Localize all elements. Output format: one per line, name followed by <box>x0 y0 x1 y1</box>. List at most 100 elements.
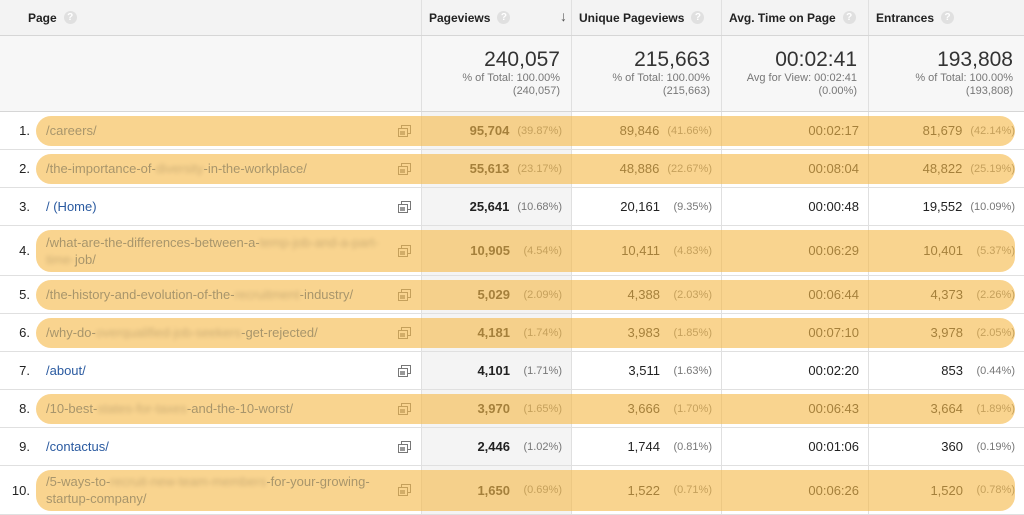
unique-pageviews-cell: 3,511 (1.63%) <box>572 352 722 389</box>
page-link[interactable]: /careers/ <box>46 122 386 139</box>
page-link[interactable]: /the-history-and-evolution-of-the-recrui… <box>46 286 386 303</box>
col-header-page[interactable]: Page ? <box>0 0 422 35</box>
entrances-value: 3,664 <box>930 401 963 416</box>
unique-pageviews-value: 1,522 <box>627 482 660 498</box>
page-link[interactable]: /5-ways-to-recruit-new-team-members-for-… <box>46 473 386 507</box>
page-path-redacted: recruit-new-team-members <box>110 474 267 489</box>
col-header-pageviews-label: Pageviews <box>429 10 491 25</box>
totals-value: 240,057 <box>484 48 560 71</box>
entrances-value: 3,978 <box>930 325 963 340</box>
entrances-value: 10,401 <box>923 243 963 258</box>
unique-pageviews-percent: (1.85%) <box>673 326 712 339</box>
table-row: 5. /the-history-and-evolution-of-the-rec… <box>0 276 1024 314</box>
col-header-entrances[interactable]: Entrances ? <box>869 0 1024 35</box>
page-link[interactable]: /about/ <box>46 362 386 379</box>
unique-pageviews-value: 4,388 <box>627 287 660 302</box>
page-cell: 2. /the-importance-of-diversity-in-the-w… <box>0 150 422 187</box>
entrances-percent: (42.14%) <box>970 124 1015 137</box>
table-row: 8. /10-best-states-for-taxes-and-the-10-… <box>0 390 1024 428</box>
page-link[interactable]: /what-are-the-differences-between-a-temp… <box>46 234 386 268</box>
unique-pageviews-percent: (1.70%) <box>673 402 712 415</box>
avg-time-cell: 00:02:17 <box>722 112 869 149</box>
open-in-new-window-icon[interactable] <box>398 402 411 415</box>
entrances-cell: 10,401 (5.37%) <box>869 226 1024 275</box>
page-cell: 5. /the-history-and-evolution-of-the-rec… <box>0 276 422 313</box>
table-row: 10. /5-ways-to-recruit-new-team-members-… <box>0 466 1024 515</box>
page-link[interactable]: /10-best-states-for-taxes-and-the-10-wor… <box>46 400 386 417</box>
page-cell: 9. /contactus/ <box>0 428 422 465</box>
col-header-unique-pageviews-label: Unique Pageviews <box>579 10 685 25</box>
entrances-percent: (2.05%) <box>976 326 1015 339</box>
totals-value: 215,663 <box>634 48 710 71</box>
pageviews-cell: 3,970 (1.65%) <box>422 390 572 427</box>
table-row: 6. /why-do-overqualified-job-seekers-get… <box>0 314 1024 352</box>
open-in-new-window-icon[interactable] <box>398 484 411 496</box>
pageviews-value: 4,101 <box>477 363 510 378</box>
page-path-text: /the-importance-of- <box>46 161 156 176</box>
open-in-new-window-icon[interactable] <box>398 288 411 301</box>
avg-time-cell: 00:08:04 <box>722 150 869 187</box>
unique-pageviews-value: 3,666 <box>627 401 660 416</box>
page-cell: 3. / (Home) <box>0 188 422 225</box>
help-icon[interactable]: ? <box>497 11 511 24</box>
page-link[interactable]: /why-do-overqualified-job-seekers-get-re… <box>46 324 386 341</box>
open-in-new-window-icon[interactable] <box>398 440 411 453</box>
page-path-text: -and-the-10-worst/ <box>186 401 294 416</box>
avg-time-cell: 00:07:10 <box>722 314 869 351</box>
page-path-text: / (Home) <box>46 199 97 214</box>
sort-descending-icon[interactable]: ↓ <box>560 8 567 24</box>
entrances-percent: (10.09%) <box>970 200 1015 213</box>
entrances-value: 81,679 <box>922 123 963 138</box>
pageviews-value: 95,704 <box>469 123 510 138</box>
unique-pageviews-value: 48,886 <box>619 161 660 176</box>
col-header-page-label: Page <box>28 10 57 25</box>
entrances-cell: 4,373 (2.26%) <box>869 276 1024 313</box>
col-header-pageviews[interactable]: Pageviews ? ↓ <box>422 0 572 35</box>
pageviews-cell: 1,650 (0.69%) <box>422 466 572 514</box>
help-icon[interactable]: ? <box>842 11 856 24</box>
col-header-avg-time[interactable]: Avg. Time on Page ? <box>722 0 869 35</box>
help-icon[interactable]: ? <box>63 11 77 24</box>
pageviews-value: 5,029 <box>477 287 510 302</box>
help-icon[interactable]: ? <box>941 11 955 24</box>
avg-time-value: 00:00:48 <box>808 199 859 214</box>
pageviews-value: 1,650 <box>477 482 510 498</box>
pageviews-cell: 2,446 (1.02%) <box>422 428 572 465</box>
entrances-cell: 3,978 (2.05%) <box>869 314 1024 351</box>
totals-percent: % of Total: 100.00% <box>612 72 710 84</box>
page-link[interactable]: /the-importance-of-diversity-in-the-work… <box>46 160 386 177</box>
pageviews-cell: 10,905 (4.54%) <box>422 226 572 275</box>
page-path-text: /about/ <box>46 363 86 378</box>
unique-pageviews-cell: 3,666 (1.70%) <box>572 390 722 427</box>
unique-pageviews-cell: 20,161 (9.35%) <box>572 188 722 225</box>
pageviews-percent: (2.09%) <box>523 288 562 301</box>
page-path-redacted: recruitment <box>234 287 300 302</box>
open-in-new-window-icon[interactable] <box>398 162 411 175</box>
unique-pageviews-percent: (4.83%) <box>673 244 712 257</box>
open-in-new-window-icon[interactable] <box>398 326 411 339</box>
unique-pageviews-cell: 10,411 (4.83%) <box>572 226 722 275</box>
avg-time-value: 00:02:20 <box>808 363 859 378</box>
page-link[interactable]: / (Home) <box>46 198 386 215</box>
row-rank: 4. <box>19 243 30 258</box>
open-in-new-window-icon[interactable] <box>398 244 411 257</box>
page-path-text: /5-ways-to- <box>46 474 111 489</box>
open-in-new-window-icon[interactable] <box>398 364 411 377</box>
help-icon[interactable]: ? <box>691 11 705 24</box>
table-row: 4. /what-are-the-differences-between-a-t… <box>0 226 1024 276</box>
pageviews-cell: 5,029 (2.09%) <box>422 276 572 313</box>
page-path-text: /10-best- <box>46 401 98 416</box>
page-link[interactable]: /contactus/ <box>46 438 386 455</box>
pageviews-value: 10,905 <box>470 243 510 258</box>
col-header-unique-pageviews[interactable]: Unique Pageviews ? <box>572 0 722 35</box>
page-cell: 4. /what-are-the-differences-between-a-t… <box>0 226 422 275</box>
unique-pageviews-cell: 4,388 (2.03%) <box>572 276 722 313</box>
pageviews-cell: 25,641 (10.68%) <box>422 188 572 225</box>
open-in-new-window-icon[interactable] <box>398 124 411 137</box>
open-in-new-window-icon[interactable] <box>398 200 411 213</box>
pageviews-percent: (1.74%) <box>523 326 562 339</box>
page-cell: 8. /10-best-states-for-taxes-and-the-10-… <box>0 390 422 427</box>
row-rank: 3. <box>19 199 30 214</box>
table-row: 3. / (Home) 25,641 (10.68%) 20,161 (9.35… <box>0 188 1024 226</box>
page-cell: 6. /why-do-overqualified-job-seekers-get… <box>0 314 422 351</box>
